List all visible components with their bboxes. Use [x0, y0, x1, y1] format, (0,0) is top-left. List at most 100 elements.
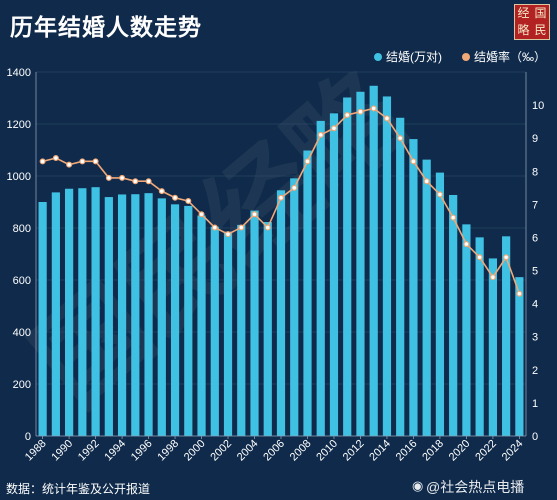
rate-point: [291, 184, 298, 191]
y-right-tick-label: 3: [532, 332, 538, 344]
x-tick-label: 2020: [447, 438, 473, 464]
x-tick-label: 2008: [288, 438, 314, 464]
bar: [157, 198, 166, 436]
rate-point: [436, 191, 443, 198]
rate-point: [132, 178, 139, 185]
brand-logo: 经 国 略 民: [514, 4, 550, 40]
bar: [488, 258, 497, 436]
bar: [422, 159, 431, 436]
rate-point: [278, 194, 285, 201]
y-left-tick-label: 600: [13, 275, 31, 287]
x-tick-label: 2010: [314, 438, 340, 464]
rate-point: [185, 198, 192, 205]
x-tick-label: 2012: [341, 438, 367, 464]
rate-point: [357, 108, 364, 115]
bar: [78, 188, 87, 436]
weibo-icon: ◉: [412, 478, 424, 493]
y-right-tick-label: 8: [532, 166, 538, 178]
bar: [356, 91, 365, 436]
bar: [343, 97, 352, 436]
bar: [409, 139, 418, 436]
x-tick-label: 1992: [76, 438, 102, 464]
x-tick-label: 2006: [261, 438, 287, 464]
logo-char: 略: [517, 23, 530, 37]
rate-point: [489, 274, 496, 281]
rate-point: [119, 174, 126, 181]
x-tick-label: 2000: [182, 438, 208, 464]
legend-item-line: 结婚率（‰）: [462, 48, 546, 65]
legend-line-swatch: [462, 53, 470, 61]
rate-point: [105, 174, 112, 181]
y-left-tick-label: 1200: [7, 119, 31, 131]
bar: [316, 120, 325, 436]
rate-point: [344, 112, 351, 119]
bar: [276, 190, 286, 436]
author-watermark: @社会热点电播: [426, 479, 525, 495]
rate-point: [410, 158, 417, 165]
bar: [303, 150, 312, 436]
x-tick-label: 1998: [155, 438, 181, 464]
source-note: 数据：统计年鉴及公开报道: [6, 482, 151, 496]
bar: [396, 117, 405, 436]
rate-point: [463, 241, 470, 248]
bar: [38, 202, 47, 436]
chart-legend: 结婚(万对) 结婚率（‰）: [374, 48, 554, 64]
x-tick-label: 2016: [394, 438, 420, 464]
x-tick-label: 2014: [367, 438, 393, 464]
x-tick-label: 2018: [420, 438, 446, 464]
rate-point: [370, 105, 377, 112]
rate-point: [52, 155, 59, 162]
bar: [91, 187, 100, 436]
bar: [475, 237, 484, 436]
rate-point: [397, 135, 404, 142]
rate-point: [211, 224, 218, 231]
bar: [250, 210, 259, 436]
logo-char: 民: [534, 23, 547, 37]
bar: [51, 192, 60, 436]
logo-char: 国: [534, 6, 547, 20]
y-right-tick-label: 6: [532, 232, 538, 244]
rate-point: [145, 178, 152, 185]
bar: [170, 204, 180, 436]
legend-bar-swatch: [374, 53, 382, 61]
bar: [502, 236, 511, 436]
bar: [237, 224, 246, 436]
x-tick-label: 1996: [129, 438, 155, 464]
bar: [104, 197, 113, 436]
rate-point: [264, 224, 271, 231]
bar: [369, 85, 378, 436]
bar: [462, 224, 471, 436]
bar: [329, 113, 339, 436]
y-left-tick-label: 1400: [7, 67, 31, 79]
x-tick-label: 2004: [235, 438, 261, 464]
bar: [210, 226, 219, 436]
bar: [223, 231, 233, 436]
bar: [263, 222, 272, 436]
bars-layer: [38, 85, 524, 436]
rate-point: [476, 254, 483, 261]
bar: [515, 277, 524, 436]
rate-point: [317, 131, 324, 138]
legend-item-bars: 结婚(万对): [374, 48, 442, 65]
chart-title: 历年结婚人数走势: [10, 14, 202, 40]
bar: [290, 178, 299, 436]
x-tick-label: 2024: [500, 438, 526, 464]
y-left-tick-label: 400: [13, 327, 31, 339]
logo-char: 经: [517, 6, 530, 20]
legend-line-label: 结婚率（‰）: [474, 50, 547, 64]
rate-point: [304, 158, 311, 165]
y-right-tick-label: 5: [532, 266, 538, 278]
y-left-tick-label: 200: [13, 379, 31, 391]
rate-point: [92, 158, 99, 165]
rate-point: [423, 178, 430, 185]
x-tick-label: 1994: [102, 438, 128, 464]
x-tick-label: 1990: [49, 438, 75, 464]
rate-point: [251, 211, 258, 218]
x-tick-label: 2022: [473, 438, 499, 464]
bar: [117, 194, 127, 436]
y-right-tick-label: 0: [532, 431, 538, 443]
rate-point: [79, 158, 86, 165]
bar: [197, 215, 206, 436]
rate-point: [225, 231, 232, 238]
